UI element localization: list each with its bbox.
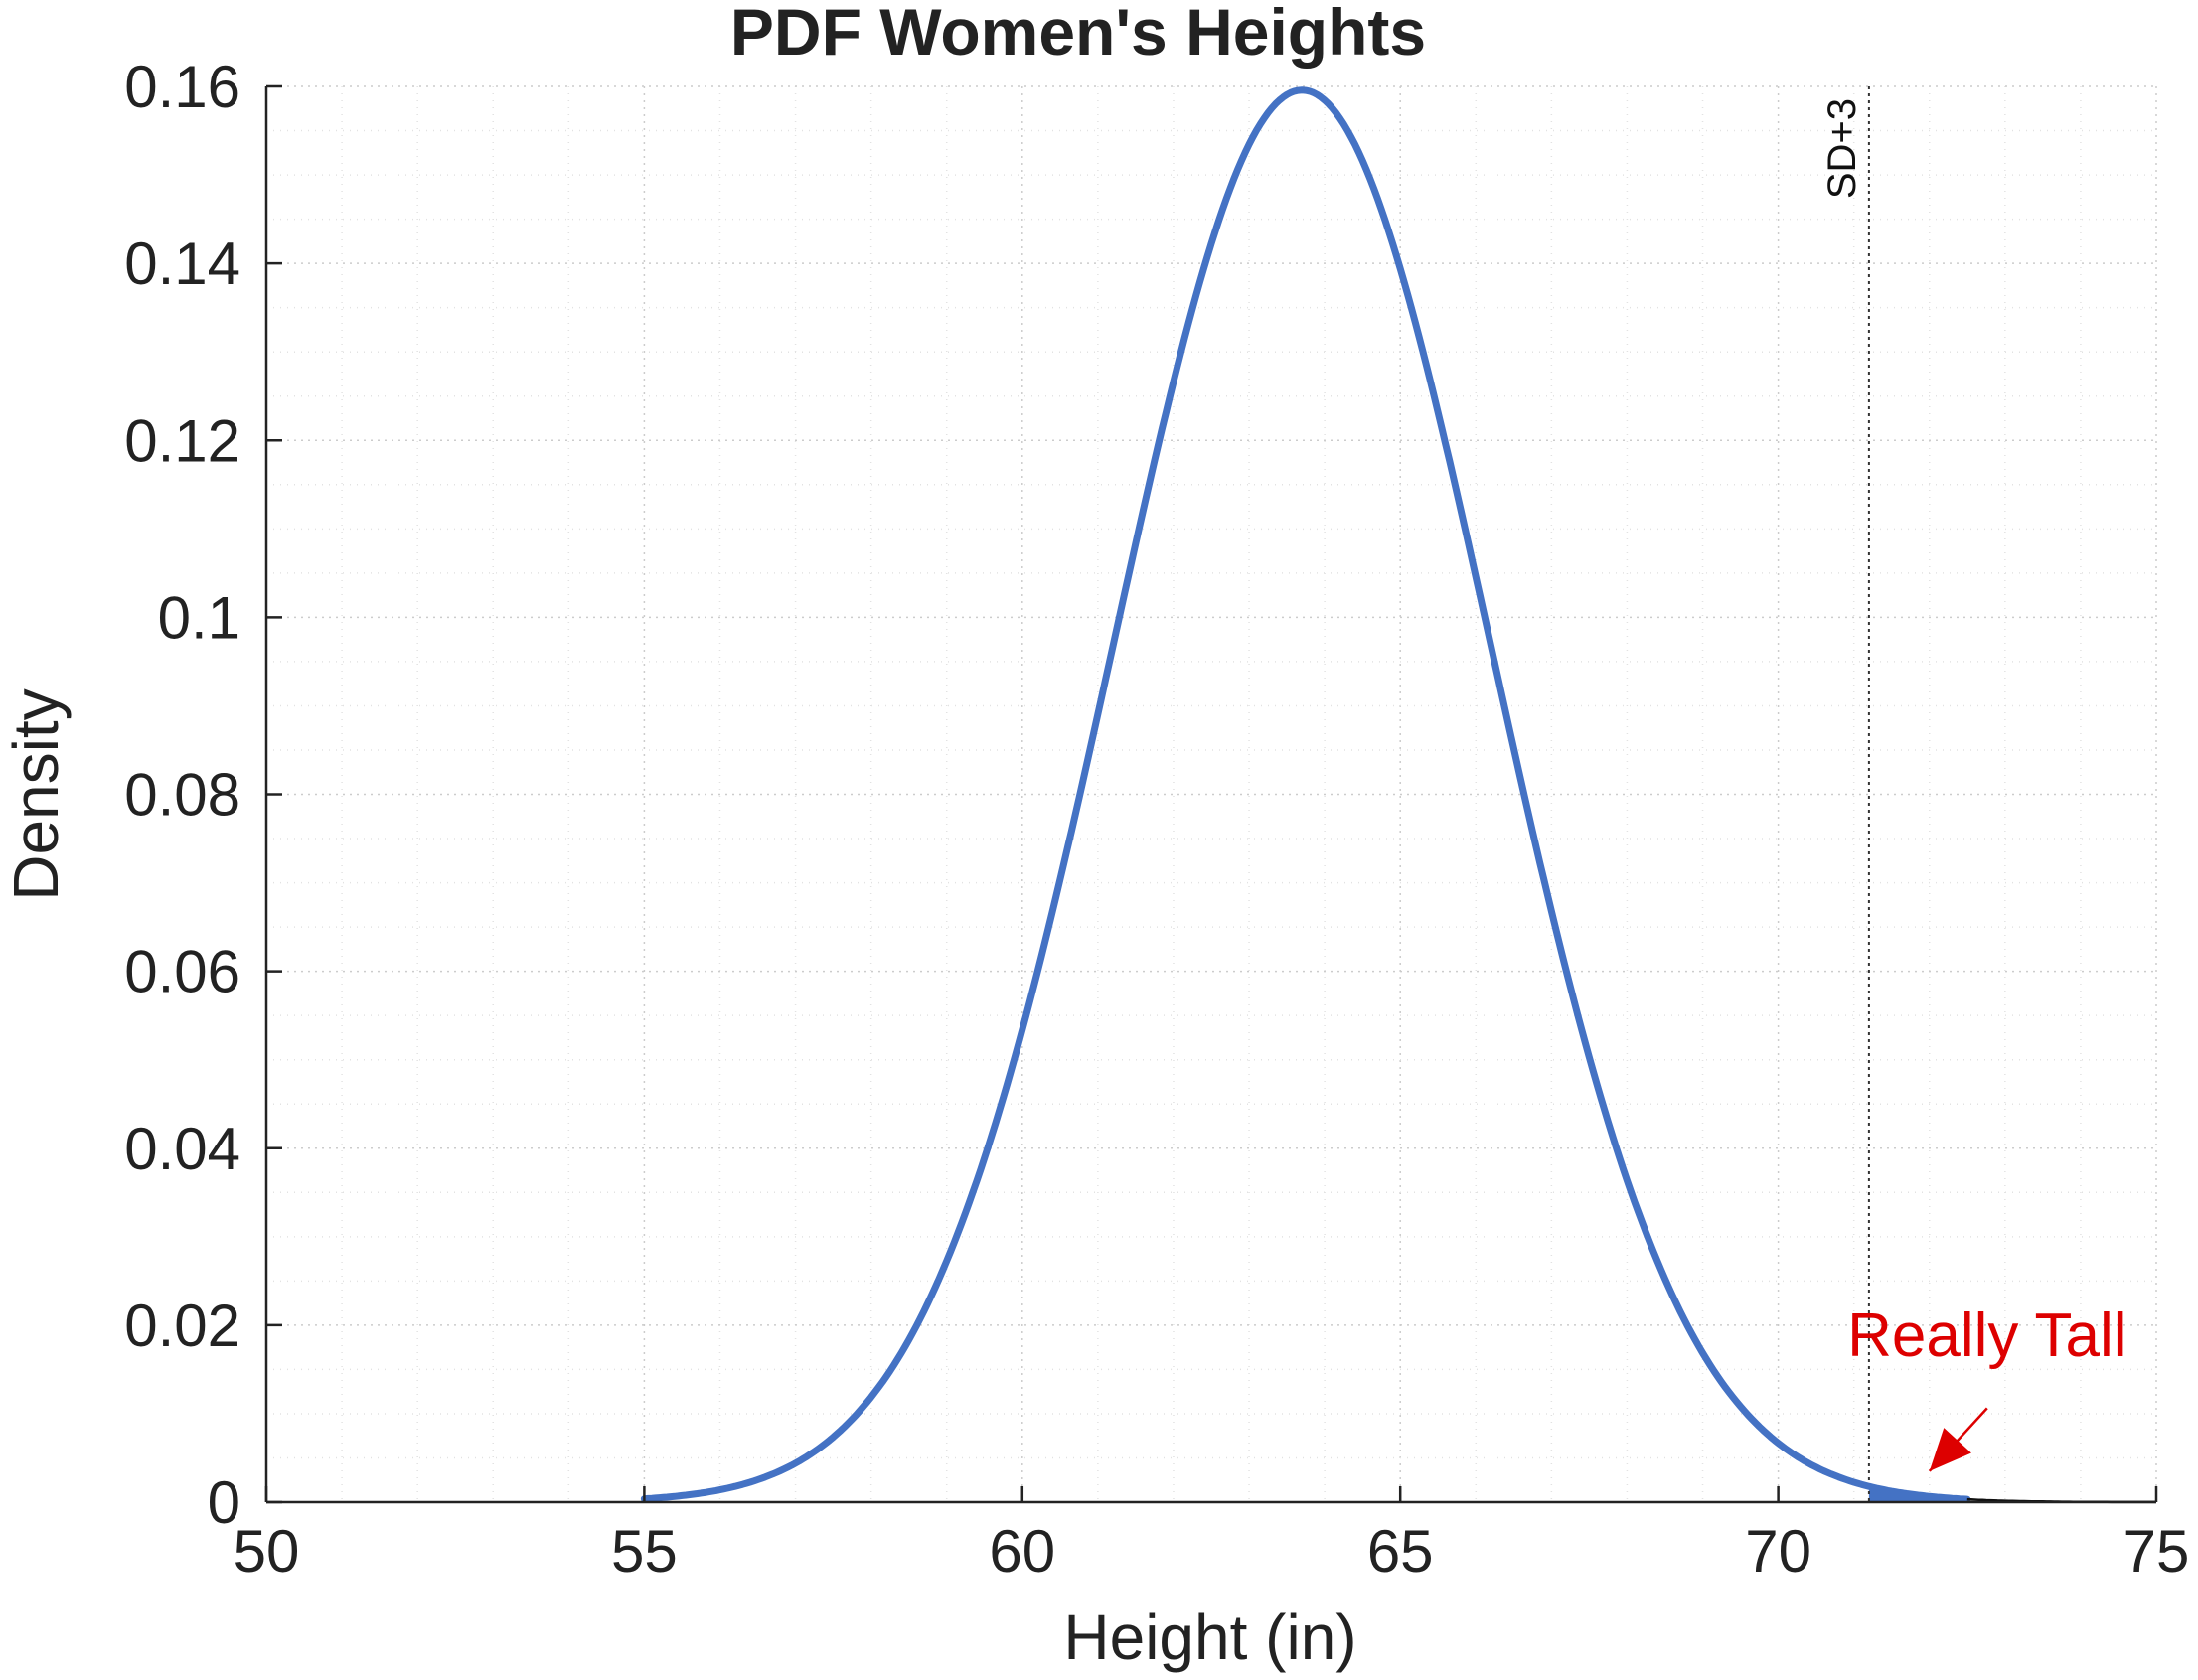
y-tick-label: 0.16 xyxy=(124,54,240,120)
x-tick-label: 55 xyxy=(611,1518,678,1585)
y-tick-label: 0.1 xyxy=(158,584,240,651)
density-curve xyxy=(640,86,1971,1503)
x-tick-label: 50 xyxy=(234,1518,300,1585)
y-ticks: 0 0.02 0.04 0.06 0.08 0.1 0.12 0.14 0.16 xyxy=(124,54,282,1536)
annotation-arrow-head xyxy=(1929,1428,1971,1471)
y-tick-label: 0.06 xyxy=(124,939,240,1005)
really-tall-label: Really Tall xyxy=(1847,1301,2126,1370)
y-tick-label: 0.08 xyxy=(124,762,240,829)
y-tick-label: 0.12 xyxy=(124,407,240,474)
x-ticks: 50 55 60 65 70 75 xyxy=(234,1486,2190,1585)
x-tick-label: 75 xyxy=(2123,1518,2190,1585)
x-tick-label: 70 xyxy=(1745,1518,1811,1585)
x-axis-label: Height (in) xyxy=(1063,1602,1356,1673)
x-tick-label: 60 xyxy=(989,1518,1055,1585)
y-tick-label: 0.14 xyxy=(124,230,240,297)
y-tick-label: 0.04 xyxy=(124,1116,240,1182)
y-axis-label: Density xyxy=(0,688,72,900)
y-tick-label: 0.02 xyxy=(124,1293,240,1359)
chart-title: PDF Women's Heights xyxy=(730,0,1426,69)
y-tick-label: 0 xyxy=(208,1469,240,1536)
annotation: Really Tall xyxy=(1847,1301,2127,1472)
x-tick-label: 65 xyxy=(1367,1518,1434,1585)
sd-line-group: SD+3 xyxy=(1820,86,1870,1502)
sd-plus-3-label: SD+3 xyxy=(1820,98,1864,199)
